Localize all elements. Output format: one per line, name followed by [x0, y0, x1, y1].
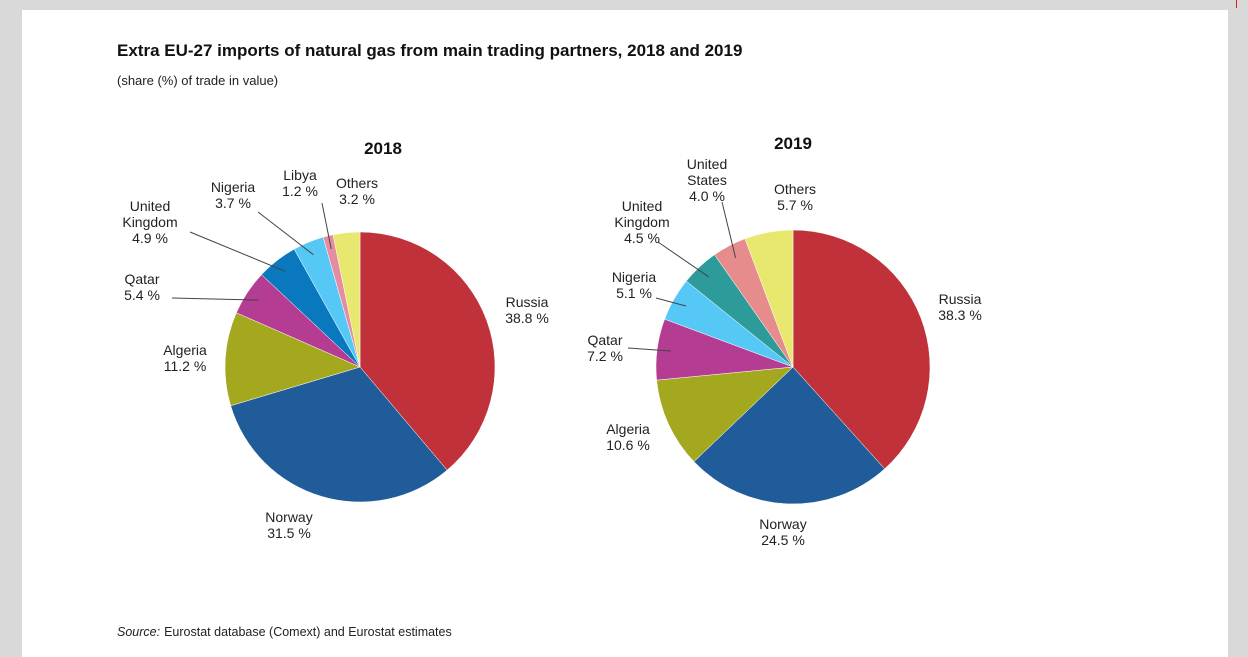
- pie-slice: [693, 366, 885, 505]
- slice-label: Nigeria 3.7 %: [196, 179, 270, 211]
- category-name: Libya: [283, 167, 317, 183]
- value-label: 1.2 %: [282, 183, 318, 199]
- category-name: United Kingdom: [614, 198, 670, 230]
- slice-label: Algeria 10.6 %: [591, 421, 665, 453]
- value-label: 24.5 %: [761, 532, 805, 548]
- category-name: Russia: [505, 294, 549, 310]
- slice-label: Russia 38.8 %: [490, 294, 564, 326]
- pie-slice: [656, 366, 794, 462]
- value-label: 10.6 %: [606, 437, 650, 453]
- panel: [22, 10, 1228, 657]
- slice-label: Norway 31.5 %: [252, 509, 326, 541]
- pie-title: 2019: [774, 134, 812, 153]
- leader-line: [627, 347, 671, 352]
- slice-label: Norway 24.5 %: [746, 516, 820, 548]
- value-label: 4.9 %: [132, 230, 168, 246]
- category-name: Nigeria: [210, 179, 256, 195]
- slice-label: United Kingdom 4.5 %: [605, 198, 679, 246]
- source-label: Source:: [117, 625, 161, 639]
- category-name: Russia: [938, 291, 982, 307]
- category-name: Qatar: [124, 271, 160, 287]
- value-label: 3.2 %: [339, 191, 375, 207]
- slice-label: United States 4.0 %: [670, 156, 744, 204]
- value-label: 4.5 %: [624, 230, 660, 246]
- leader-line: [257, 211, 314, 256]
- slice-label: Nigeria 5.1 %: [597, 269, 671, 301]
- leader-line: [657, 241, 710, 278]
- slice-label: Qatar 5.4 %: [105, 271, 179, 303]
- slice-label: Qatar 7.2 %: [568, 332, 642, 364]
- leader-line: [171, 297, 259, 301]
- title: Extra EU-27 imports of natural gas from …: [117, 41, 743, 60]
- slice-label: United Kingdom 4.9 %: [113, 198, 187, 246]
- value-label: 5.7 %: [777, 197, 813, 213]
- pie-slice: [792, 229, 931, 470]
- category-name: Algeria: [163, 342, 207, 358]
- value-label: 4.0 %: [689, 188, 725, 204]
- pie-slice: [359, 231, 496, 471]
- subtitle: (share (%) of trade in value): [117, 73, 279, 88]
- value-label: 11.2 %: [163, 358, 207, 374]
- value-label: 5.1 %: [616, 285, 652, 301]
- value-label: 3.7 %: [215, 195, 251, 211]
- slice-label: Others 5.7 %: [758, 181, 832, 213]
- slice-label: Algeria 11.2 %: [148, 342, 222, 374]
- category-name: United States: [686, 156, 728, 188]
- leader-line: [655, 297, 686, 307]
- slice-label: Libya 1.2 %: [263, 167, 337, 199]
- source: Source: Eurostat database (Comext) and Eu…: [117, 625, 452, 639]
- pie-slice: [744, 229, 794, 368]
- value-label: 31.5 %: [267, 525, 311, 541]
- value-label: 5.4 %: [124, 287, 160, 303]
- category-name: Norway: [759, 516, 807, 532]
- category-name: Others: [335, 175, 378, 191]
- value-label: 38.8 %: [505, 310, 549, 326]
- marker: [1236, 0, 1237, 8]
- category-name: United Kingdom: [122, 198, 178, 230]
- category-name: Norway: [265, 509, 313, 525]
- value-label: 7.2 %: [587, 348, 623, 364]
- category-name: Algeria: [606, 421, 650, 437]
- leader-line: [189, 231, 286, 272]
- category-name: Nigeria: [611, 269, 657, 285]
- pie-slice: [332, 231, 361, 368]
- category-name: Others: [773, 181, 816, 197]
- pie-title: 2018: [364, 139, 402, 158]
- leader-line: [321, 202, 332, 250]
- category-name: Qatar: [587, 332, 623, 348]
- value-label: 38.3 %: [938, 307, 982, 323]
- leader-line: [721, 201, 737, 258]
- source-text: Eurostat database (Comext) and Eurostat …: [164, 625, 452, 639]
- slice-label: Others 3.2 %: [320, 175, 394, 207]
- pie-slice: [224, 312, 361, 407]
- slice-label: Russia 38.3 %: [923, 291, 997, 323]
- pie-slice: [230, 366, 448, 503]
